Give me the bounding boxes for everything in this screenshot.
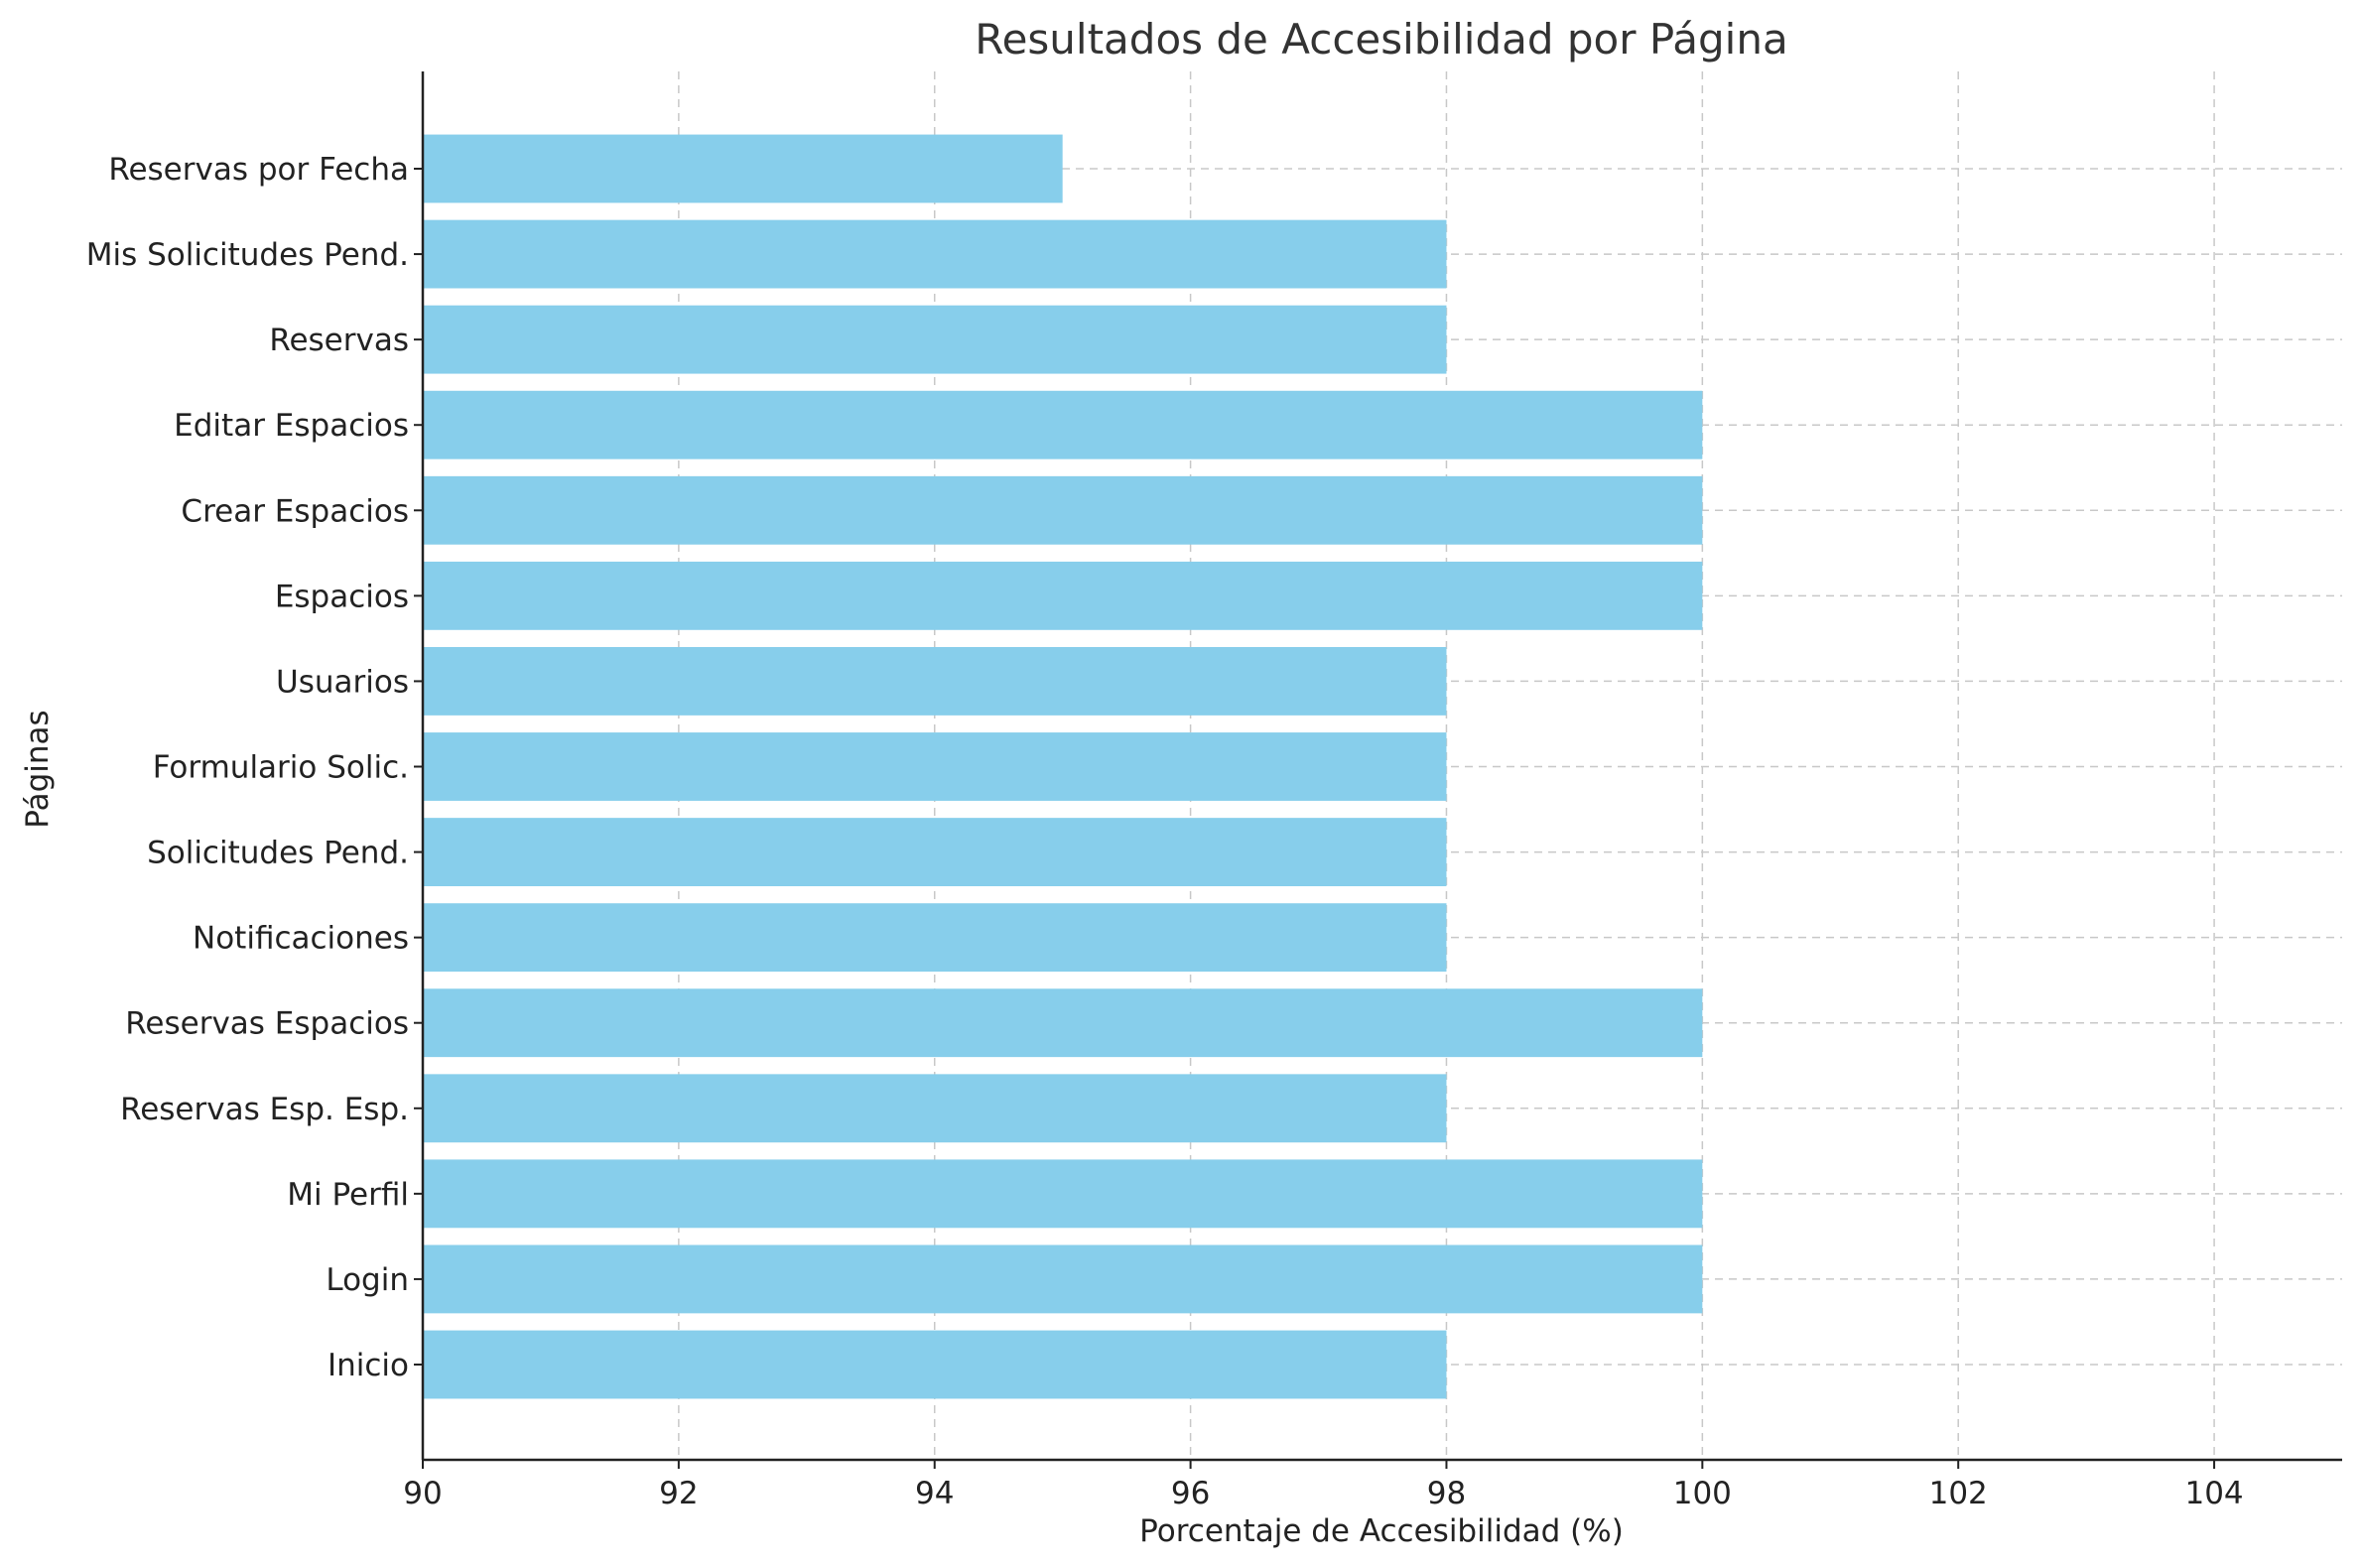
chart-title: Resultados de Accesibilidad por Página: [975, 15, 1787, 64]
y-tick-label: Mis Solicitudes Pend.: [86, 237, 409, 273]
y-tick-label: Reservas por Fecha: [108, 152, 409, 188]
x-tick-label: 94: [915, 1476, 954, 1511]
y-tick-label: Espacios: [275, 579, 409, 614]
bar: [423, 1330, 1447, 1399]
y-tick-label: Login: [326, 1262, 409, 1298]
y-axis-label: Páginas: [20, 710, 56, 828]
bar: [423, 732, 1447, 801]
bar: [423, 903, 1447, 973]
bar: [423, 305, 1447, 374]
label-layer: Resultados de Accesibilidad por Página P…: [20, 15, 1788, 1549]
bar: [423, 1159, 1703, 1229]
x-tick-label: 90: [403, 1476, 442, 1511]
bar-layer: [423, 134, 1703, 1399]
x-axis-label: Porcentaje de Accesibilidad (%): [1139, 1513, 1624, 1549]
y-tick-label: Formulario Solic.: [153, 750, 409, 786]
x-tick-label: 104: [2184, 1476, 2243, 1511]
x-tick-label: 102: [1929, 1476, 1988, 1511]
y-tick-label: Reservas Esp. Esp.: [120, 1092, 409, 1127]
bar: [423, 647, 1447, 716]
bar: [423, 219, 1447, 289]
bar: [423, 390, 1703, 459]
y-tick-label: Reservas Espacios: [125, 1006, 409, 1042]
bar: [423, 1244, 1703, 1314]
bar: [423, 1074, 1447, 1143]
y-tick-label: Inicio: [328, 1348, 409, 1383]
x-tick-label: 96: [1171, 1476, 1210, 1511]
y-tick-label: Usuarios: [276, 664, 409, 700]
bar: [423, 818, 1447, 886]
x-tick-label: 98: [1427, 1476, 1466, 1511]
x-tick-label: 92: [659, 1476, 698, 1511]
y-tick-label: Reservas: [269, 323, 409, 358]
y-tick-label: Mi Perfil: [287, 1177, 409, 1213]
bar: [423, 988, 1703, 1058]
bar: [423, 134, 1063, 203]
bar: [423, 561, 1703, 630]
y-tick-label: Editar Espacios: [174, 408, 409, 444]
y-tick-label: Notificaciones: [193, 921, 409, 957]
axis-layer: 90 92 94 96 98 100 102 104 Inicio Login Mi Perfil R…: [86, 71, 2342, 1511]
bar: [423, 475, 1703, 545]
y-tick-label: Crear Espacios: [181, 493, 409, 529]
y-tick-label: Solicitudes Pend.: [147, 836, 409, 871]
x-tick-label: 100: [1673, 1476, 1732, 1511]
